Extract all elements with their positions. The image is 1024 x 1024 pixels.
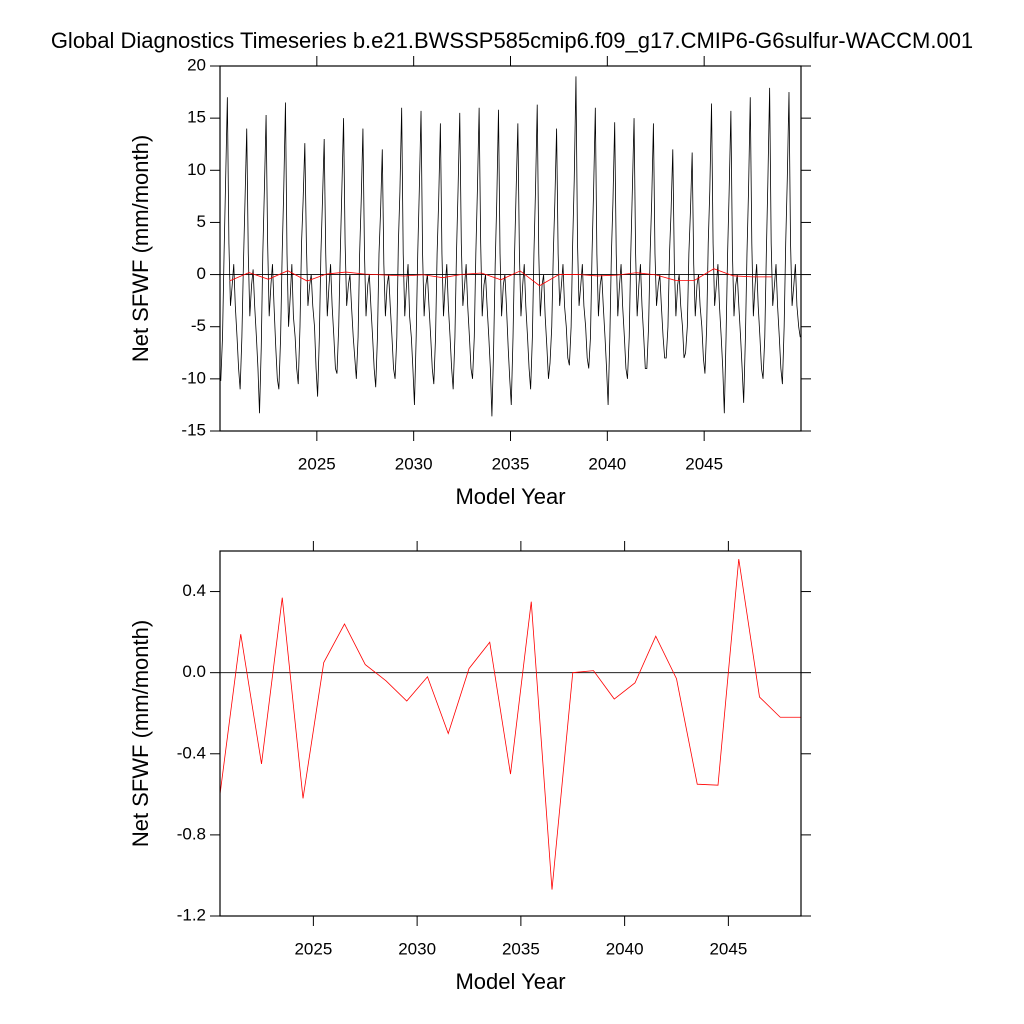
series-line <box>229 268 772 287</box>
plot-frame <box>219 550 802 917</box>
y-tick-label: -10 <box>181 368 206 387</box>
x-tick-label: 2030 <box>398 939 436 958</box>
y-tick-label: -0.8 <box>177 824 206 843</box>
y-tick-label: -0.4 <box>177 743 206 762</box>
y-tick-label: 0.4 <box>182 581 206 600</box>
x-tick-label: 2035 <box>502 939 540 958</box>
y-axis-label: Net SFWF (mm/month) <box>128 620 153 847</box>
series-line <box>220 76 801 417</box>
y-tick-label: -15 <box>181 420 206 439</box>
x-tick-label: 2025 <box>298 454 336 473</box>
y-tick-label: 0.0 <box>182 662 206 681</box>
x-tick-label: 2045 <box>685 454 723 473</box>
y-axis-label: Net SFWF (mm/month) <box>128 135 153 362</box>
plot-frame <box>219 65 802 432</box>
x-tick-label: 2025 <box>294 939 332 958</box>
y-tick-label: 10 <box>187 160 206 179</box>
x-axis-label: Model Year <box>455 969 565 994</box>
y-tick-label: 5 <box>197 212 206 231</box>
y-tick-label: -5 <box>191 316 206 335</box>
y-tick-label: -1.2 <box>177 905 206 924</box>
x-tick-label: 2040 <box>606 939 644 958</box>
y-tick-label: 0 <box>197 264 206 283</box>
x-tick-label: 2040 <box>588 454 626 473</box>
chart-title: Global Diagnostics Timeseries b.e21.BWSS… <box>51 28 973 53</box>
series-line <box>220 559 801 890</box>
y-tick-label: 20 <box>187 55 206 74</box>
y-tick-label: 15 <box>187 108 206 127</box>
x-tick-label: 2030 <box>395 454 433 473</box>
x-axis-label: Model Year <box>455 484 565 509</box>
x-tick-label: 2035 <box>492 454 530 473</box>
x-tick-label: 2045 <box>709 939 747 958</box>
